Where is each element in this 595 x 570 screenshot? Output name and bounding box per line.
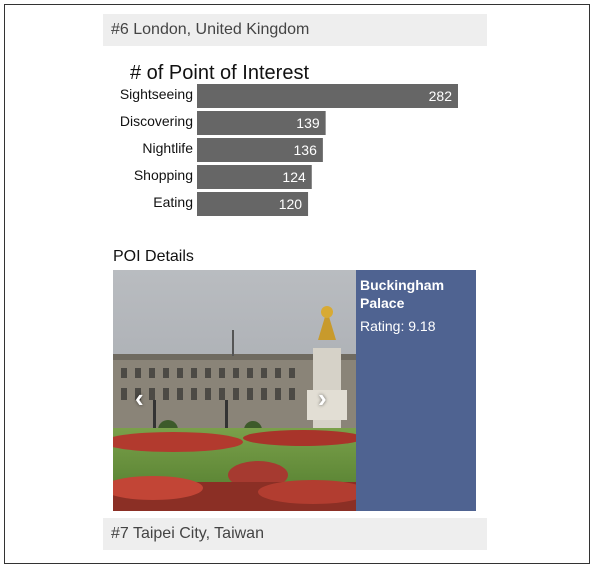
bar-value-label-shopping: 124 bbox=[282, 169, 306, 185]
bar-value-label-nightlife: 136 bbox=[294, 142, 318, 158]
bar-sightseeing[interactable] bbox=[197, 84, 458, 108]
poi-photo-carousel[interactable]: ‹ › bbox=[113, 270, 356, 511]
bar-shopping[interactable] bbox=[197, 165, 312, 189]
buckingham-palace-photo bbox=[113, 270, 356, 511]
poi-details-title: POI Details bbox=[113, 248, 194, 265]
next-arrow-icon[interactable]: › bbox=[318, 383, 327, 413]
category-label-eating: Eating bbox=[153, 194, 193, 210]
bar-value-label-eating: 120 bbox=[279, 196, 303, 212]
poi-bar-chart: Sightseeing 282 Discovering 139 Nightlife 136… bbox=[120, 84, 458, 216]
bar-eating[interactable] bbox=[197, 192, 309, 216]
city-header-london[interactable]: #6 London, United Kingdom bbox=[103, 14, 487, 46]
chart-title: # of Point of Interest bbox=[130, 62, 309, 84]
category-label-shopping: Shopping bbox=[134, 167, 193, 183]
previous-arrow-icon[interactable]: ‹ bbox=[135, 383, 144, 413]
bar-value-label-sightseeing: 282 bbox=[429, 88, 453, 104]
bar-value-label-discovering: 139 bbox=[296, 115, 320, 131]
poi-rating: Rating: 9.18 bbox=[360, 318, 436, 334]
poi-info-panel: Buckingham Palace Rating: 9.18 bbox=[356, 270, 476, 511]
category-label-discovering: Discovering bbox=[120, 113, 193, 129]
category-label-sightseeing: Sightseeing bbox=[120, 86, 193, 102]
bar-discovering[interactable] bbox=[197, 111, 326, 135]
bar-nightlife[interactable] bbox=[197, 138, 323, 162]
category-label-nightlife: Nightlife bbox=[142, 140, 193, 156]
poi-name[interactable]: Buckingham Palace bbox=[360, 277, 445, 311]
city-header-taipei[interactable]: #7 Taipei City, Taiwan bbox=[103, 518, 487, 550]
